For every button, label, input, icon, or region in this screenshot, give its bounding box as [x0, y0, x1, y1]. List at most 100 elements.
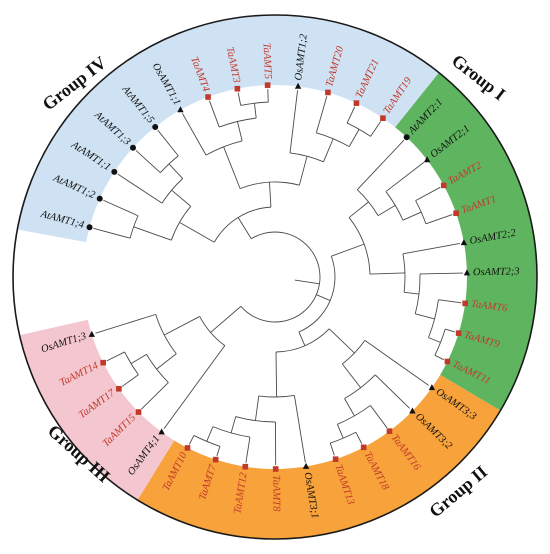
group-bands [12, 14, 538, 540]
group-band-iii [137, 374, 501, 539]
leaf-marker-triangle [460, 239, 468, 246]
branch-line [370, 405, 388, 429]
leaf-marker-square [100, 359, 106, 366]
branch-line [156, 353, 177, 370]
leaf-marker-square [360, 444, 367, 451]
branch-line [329, 442, 335, 456]
branch-line [316, 294, 331, 301]
branch-line [355, 432, 363, 444]
branch-line [331, 243, 365, 257]
branch-line [425, 214, 453, 225]
leaf-marker-square [455, 330, 462, 336]
leaf-marker-triangle [409, 407, 416, 414]
leaf-marker-triangle [294, 82, 302, 89]
branch-line [130, 353, 147, 365]
leaf-marker-square [234, 85, 241, 92]
branch-line [370, 121, 382, 137]
branch-line [237, 121, 243, 142]
branch-line [289, 90, 299, 153]
branch-line [402, 211, 422, 221]
branch-line [419, 272, 463, 275]
leaf-label: TaAMT8 [270, 475, 281, 512]
branch-arc [239, 181, 300, 190]
branch-line [168, 163, 184, 179]
leaf-marker-circle [111, 168, 118, 175]
branch-line [298, 156, 308, 186]
branch-line [275, 351, 278, 397]
branch-line [209, 100, 220, 128]
leaf-label: TaAMT6 [470, 299, 508, 315]
branch-line [336, 424, 344, 439]
leaf-marker-square [212, 456, 219, 463]
leaf-marker-triangle [177, 106, 184, 113]
branch-line [348, 201, 369, 218]
branch-line [164, 316, 200, 336]
branch-line [245, 436, 251, 463]
group-band-iv [19, 319, 175, 501]
branch-line [348, 129, 360, 147]
branch-line [385, 161, 425, 192]
leaf-marker-circle [96, 195, 103, 202]
tree-branches [93, 89, 463, 466]
branch-line [377, 204, 396, 216]
leaf-marker-triangle [423, 156, 431, 163]
leaf-marker-circle [403, 134, 410, 141]
leaf-marker-circle [129, 144, 136, 151]
leaf-marker-square [453, 210, 459, 217]
leaf-marker-square [135, 409, 142, 415]
leaf-marker-square [205, 94, 211, 100]
branch-arc [199, 316, 226, 346]
branch-line [106, 351, 125, 362]
root-branch [294, 279, 320, 285]
branch-line [364, 340, 429, 386]
branch-line [434, 354, 445, 361]
branch-line [341, 363, 362, 388]
group-band-i [17, 14, 439, 243]
branch-line [328, 328, 355, 354]
branch-line [254, 395, 260, 421]
branch-line [117, 173, 163, 204]
leaf-marker-square [116, 385, 122, 392]
leaf-marker-circle [152, 123, 159, 130]
branch-line [210, 306, 242, 333]
branch-line [298, 331, 306, 346]
leaf-markers [86, 82, 471, 472]
branch-line [402, 242, 461, 255]
outer-ring [12, 14, 538, 540]
branch-line [356, 139, 405, 190]
leaf-label: TaAMT5 [261, 43, 273, 80]
branch-line [93, 227, 131, 239]
leaf-marker-triangle [158, 428, 165, 435]
leaf-marker-square [242, 463, 249, 470]
branch-line [374, 374, 410, 409]
branch-line [237, 92, 242, 106]
branch-line [223, 146, 241, 189]
branch-line [171, 189, 192, 207]
leaf-marker-square [380, 115, 386, 122]
branch-line [216, 446, 221, 456]
branch-line [293, 395, 306, 463]
branch-line [179, 221, 215, 243]
branch-line [438, 299, 462, 304]
leaf-marker-square [462, 300, 468, 307]
group-band-ii [395, 72, 537, 411]
branch-line [103, 199, 139, 217]
leaf-marker-triangle [463, 269, 471, 276]
branch-line [415, 186, 441, 202]
branch-arc [348, 217, 371, 275]
leaf-marker-square [264, 82, 271, 88]
leaf-marker-square [272, 466, 279, 472]
branch-line [135, 150, 161, 174]
branch-line [206, 426, 214, 442]
branch-line [163, 345, 226, 429]
branch-line [315, 96, 328, 133]
branch-line [230, 416, 237, 434]
leaf-marker-triangle [88, 330, 95, 337]
branch-line [323, 138, 334, 162]
branch-line [344, 398, 355, 417]
leaf-marker-square [440, 182, 447, 189]
leaf-marker-triangle [428, 384, 436, 391]
branch-line [121, 374, 139, 387]
branch-line [141, 382, 169, 410]
